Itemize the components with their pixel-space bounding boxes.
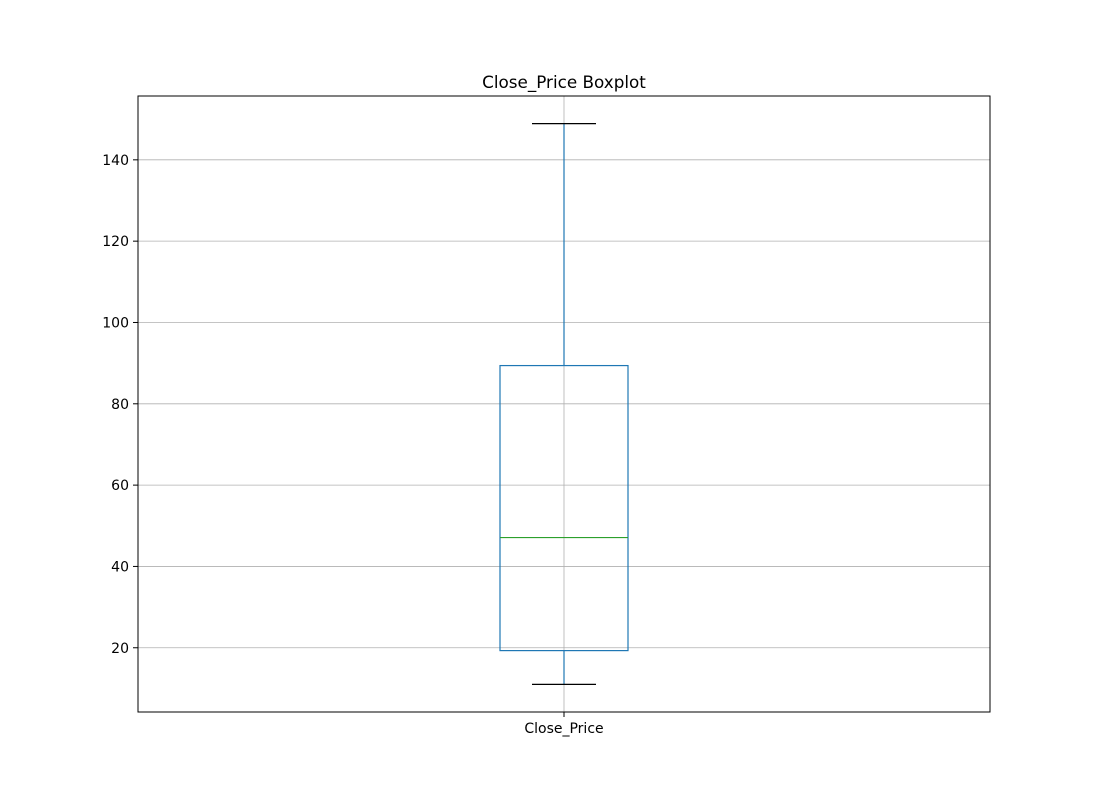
y-tick-label-40: 40	[111, 559, 129, 575]
y-tick-label-120: 120	[102, 234, 129, 250]
y-tick-label-100: 100	[102, 315, 129, 331]
y-tick-label-140: 140	[102, 153, 129, 169]
y-tick-label-20: 20	[111, 641, 129, 657]
y-tick-label-60: 60	[111, 478, 129, 494]
chart-title: Close_Price Boxplot	[482, 72, 646, 93]
y-tick-label-80: 80	[111, 397, 129, 413]
interquartile-box	[499, 364, 629, 652]
x-tick-label: Close_Price	[524, 721, 603, 737]
tick-marks: 20 40 60 80 100 120 140 Close_Price	[102, 153, 603, 737]
box-elements	[499, 123, 629, 685]
